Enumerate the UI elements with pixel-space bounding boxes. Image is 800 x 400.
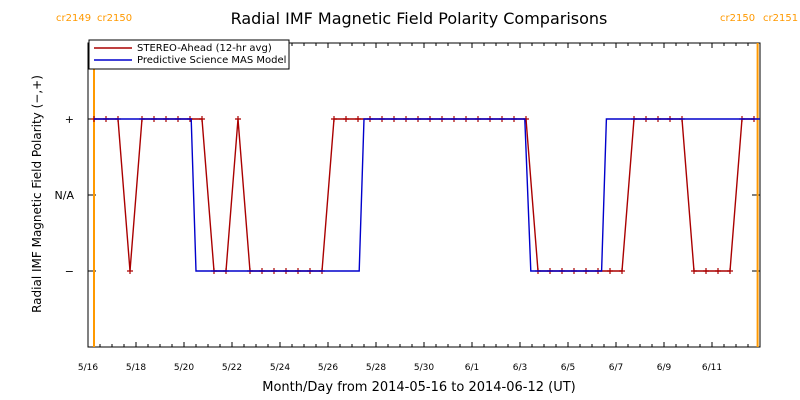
data-point-marker [703,268,709,274]
legend-label-mas: Predictive Science MAS Model [137,55,286,66]
data-point-marker [127,268,133,274]
chart-title: Radial IMF Magnetic Field Polarity Compa… [231,9,608,28]
x-tick-label: 5/30 [414,363,434,373]
data-point-marker [331,116,337,122]
data-point-marker [343,116,349,122]
y-tick-label: − [65,265,74,278]
x-tick-label: 6/11 [702,363,722,373]
x-tick-label: 5/26 [318,363,338,373]
y-tick-label: + [65,113,74,126]
data-point-marker [691,268,697,274]
x-tick-label: 6/1 [465,363,479,373]
x-tick-label: 6/9 [657,363,672,373]
data-point-marker [715,268,721,274]
data-point-marker [355,116,361,122]
legend-label-stereo: STEREO-Ahead (12-hr avg) [137,43,272,54]
series-line-1 [94,118,760,272]
x-tick-label: 5/28 [366,363,386,373]
x-tick-label: 5/24 [270,363,290,373]
data-point-marker [607,268,613,274]
x-tick-label: 5/16 [78,363,98,373]
x-tick-label: 6/3 [513,363,527,373]
data-point-marker [619,268,625,274]
plot-frame [87,42,761,348]
legend-box [88,39,290,70]
x-tick-label: 5/18 [126,363,146,373]
x-tick-label: 6/5 [561,363,575,373]
cr-label-left-prev: cr2149 [56,13,91,24]
x-axis-label: Month/Day from 2014-05-16 to 2014-06-12 … [262,380,575,395]
data-point-marker [727,268,733,274]
data-point-marker [235,116,241,122]
x-tick-label: 6/7 [609,363,623,373]
cr-label-right-prev: cr2150 [720,13,755,24]
legend: STEREO-Ahead (12-hr avg) Predictive Scie… [88,39,290,70]
y-tick-label: N/A [55,189,75,202]
data-point-marker [199,116,205,122]
cr-label-right-next: cr2151 [763,13,798,24]
x-tick-label: 5/22 [222,363,242,373]
x-tick-label: 5/20 [174,363,194,373]
y-axis-label: Radial IMF Magnetic Field Polarity (−,+) [30,75,44,313]
cr-label-left-next: cr2150 [97,13,132,24]
